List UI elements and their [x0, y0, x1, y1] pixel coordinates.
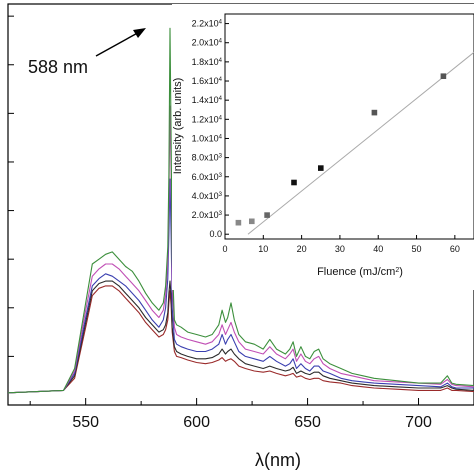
- series-line-2: [7, 178, 474, 394]
- main-x-tick-label: 650: [294, 414, 321, 431]
- main-series-group: [7, 27, 474, 394]
- inset-y-tick-label: 8.0x103: [192, 153, 223, 163]
- inset-y-tick-label: 1.0x104: [192, 133, 223, 143]
- main-x-tick-label: 700: [405, 414, 432, 431]
- inset-y-tick-mantissa: 1.8x10: [192, 57, 219, 67]
- inset-y-tick-mantissa: 2.0x10: [192, 38, 219, 48]
- inset-y-axis-label: Intensity (arb. units): [172, 78, 184, 175]
- inset-points-group: [235, 73, 447, 226]
- inset-x-axis-label-main: Fluence (mJ/cm: [317, 266, 395, 278]
- main-x-tick-label: 600: [183, 414, 210, 431]
- inset-y-tick-mantissa: 2.2x10: [192, 19, 219, 29]
- inset-y-tick-label: 1.6x104: [192, 76, 223, 86]
- peak-annotation-arrowhead: [133, 28, 146, 38]
- inset-chart: 0.02.0x1034.0x1036.0x1038.0x1031.0x1041.…: [172, 4, 474, 290]
- inset-y-tick-exponent: 4: [219, 134, 223, 140]
- inset-data-point-0: [235, 219, 242, 226]
- inset-x-axis-label: Fluence (mJ/cm2): [317, 266, 403, 278]
- inset-y-tick-label: 2.0x103: [192, 210, 223, 220]
- inset-x-tick-label: 20: [297, 244, 307, 254]
- inset-background: [172, 4, 474, 290]
- inset-fit-line: [247, 51, 474, 235]
- inset-x-tick-label: 50: [412, 244, 422, 254]
- inset-x-tick-label: 30: [335, 244, 345, 254]
- inset-y-tick-label: 2.0x104: [192, 38, 223, 48]
- inset-data-point-1: [249, 218, 255, 225]
- inset-y-tick-exponent: 4: [219, 96, 223, 102]
- inset-x-tick-label: 10: [258, 244, 268, 254]
- inset-x-tick-label: 40: [373, 244, 383, 254]
- main-x-axis-label: λ(nm): [255, 450, 301, 470]
- inset-y-tick-exponent: 4: [219, 39, 223, 45]
- inset-data-point-4: [318, 165, 324, 171]
- inset-y-tick-label: 1.4x104: [192, 95, 223, 105]
- inset-fit-line-group: [247, 51, 474, 235]
- peak-annotation: 588 nm: [28, 28, 146, 77]
- series-line-4: [7, 285, 474, 394]
- main-y-ticks: [8, 15, 14, 357]
- inset-plot-frame: [224, 13, 474, 240]
- inset-y-tick-label: 1.2x104: [192, 114, 223, 124]
- inset-data-point-3: [291, 179, 297, 186]
- peak-annotation-arrow: [95, 29, 144, 57]
- series-line-0: [7, 27, 474, 394]
- inset-data-point-5: [371, 109, 378, 116]
- inset-y-tick-mantissa: 6.0x10: [192, 172, 219, 182]
- series-line-1: [7, 105, 474, 394]
- inset-x-ticks: 0 10 20 30 40 50 60: [222, 235, 460, 254]
- inset-y-tick-mantissa: 2.0x10: [192, 210, 219, 220]
- inset-x-tick-label: 60: [450, 244, 460, 254]
- inset-y-tick-mantissa: 4.0x10: [192, 191, 219, 201]
- inset-y-tick-mantissa: 1.6x10: [192, 76, 219, 86]
- inset-y-tick-label: 4.0x103: [192, 191, 223, 201]
- inset-y-tick-mantissa: 8.0x10: [192, 153, 219, 163]
- inset-y-ticks: 0.02.0x1034.0x1036.0x1038.0x1031.0x1041.…: [192, 19, 229, 239]
- inset-y-tick-exponent: 4: [219, 20, 223, 26]
- inset-y-tick-exponent: 3: [219, 192, 223, 198]
- inset-y-tick-mantissa: 1.2x10: [192, 114, 219, 124]
- inset-y-tick-exponent: 3: [219, 154, 223, 160]
- main-x-tick-label: 550: [72, 414, 99, 431]
- inset-y-tick-exponent: 4: [219, 115, 223, 121]
- peak-annotation-label: 588 nm: [28, 57, 88, 77]
- inset-y-tick-mantissa: 0.0: [209, 229, 222, 239]
- inset-y-tick-mantissa: 1.4x10: [192, 95, 219, 105]
- inset-y-tick-exponent: 4: [219, 58, 223, 64]
- main-x-ticks: [29, 398, 420, 405]
- inset-x-axis-label-sup: 2: [395, 267, 399, 274]
- main-x-tick-labels: 550 600 650 700: [72, 414, 432, 431]
- inset-y-tick-exponent: 4: [219, 77, 223, 83]
- inset-x-tick-label: 0: [222, 244, 227, 254]
- inset-y-tick-exponent: 3: [219, 173, 223, 179]
- inset-data-point-6: [440, 73, 447, 79]
- series-line-3: [7, 280, 474, 394]
- inset-y-tick-label: 0.0: [209, 229, 222, 239]
- inset-x-axis-label-suffix: ): [399, 266, 403, 278]
- inset-y-tick-mantissa: 1.0x10: [192, 133, 219, 143]
- inset-y-tick-label: 6.0x103: [192, 172, 223, 182]
- inset-y-tick-label: 1.8x104: [192, 57, 223, 67]
- inset-y-tick-exponent: 3: [219, 211, 223, 217]
- inset-y-tick-label: 2.2x104: [192, 19, 223, 29]
- inset-data-point-2: [264, 212, 270, 218]
